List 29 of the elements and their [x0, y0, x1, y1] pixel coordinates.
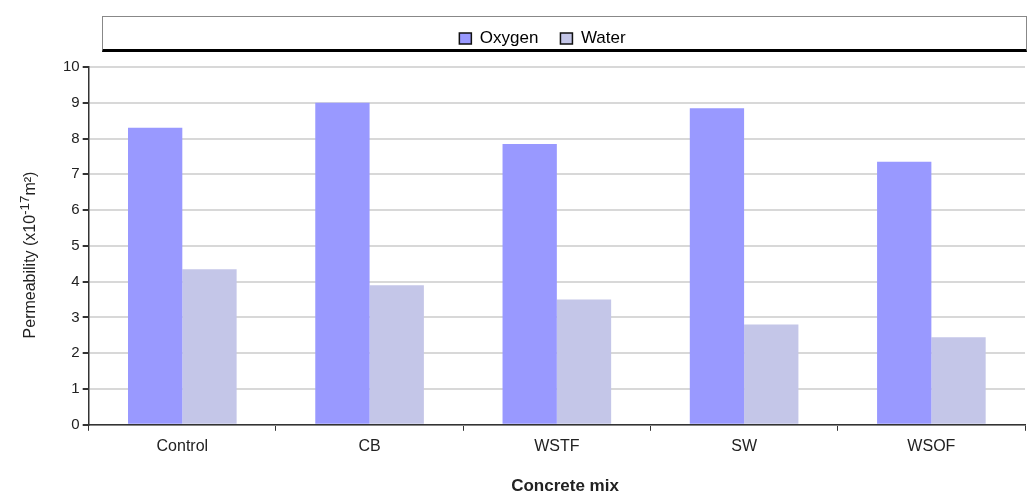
- y-tick-label: 4: [71, 271, 80, 289]
- bar: [502, 143, 557, 424]
- y-tick-label: 10: [63, 57, 80, 75]
- y-tick-label: 7: [71, 164, 80, 182]
- y-tick-label: 1: [71, 379, 80, 397]
- legend-label: Oxygen: [479, 28, 539, 48]
- legend-label: Water: [580, 28, 626, 48]
- bar: [182, 269, 237, 424]
- x-tick-label: WSOF: [907, 436, 956, 454]
- bar: [128, 127, 183, 424]
- y-tick-label: 3: [71, 307, 80, 325]
- bar: [744, 324, 799, 424]
- bar: [931, 337, 986, 424]
- x-tick-label: WSTF: [534, 436, 580, 454]
- bar: [556, 299, 612, 424]
- bar: [369, 285, 424, 424]
- bar: [689, 108, 745, 424]
- y-tick-label: 0: [71, 414, 80, 432]
- x-tick-label: CB: [358, 436, 381, 454]
- x-tick-label: SW: [731, 436, 758, 454]
- x-axis-title: Concrete mix: [511, 476, 619, 496]
- y-tick-label: 9: [71, 92, 80, 110]
- y-tick-label: 8: [71, 128, 80, 146]
- bar: [315, 102, 370, 424]
- y-tick-label: 6: [71, 200, 80, 218]
- y-tick-label: 5: [71, 236, 80, 254]
- y-tick-label: 2: [71, 343, 80, 361]
- bar: [877, 161, 932, 424]
- x-tick-label: Control: [156, 436, 209, 454]
